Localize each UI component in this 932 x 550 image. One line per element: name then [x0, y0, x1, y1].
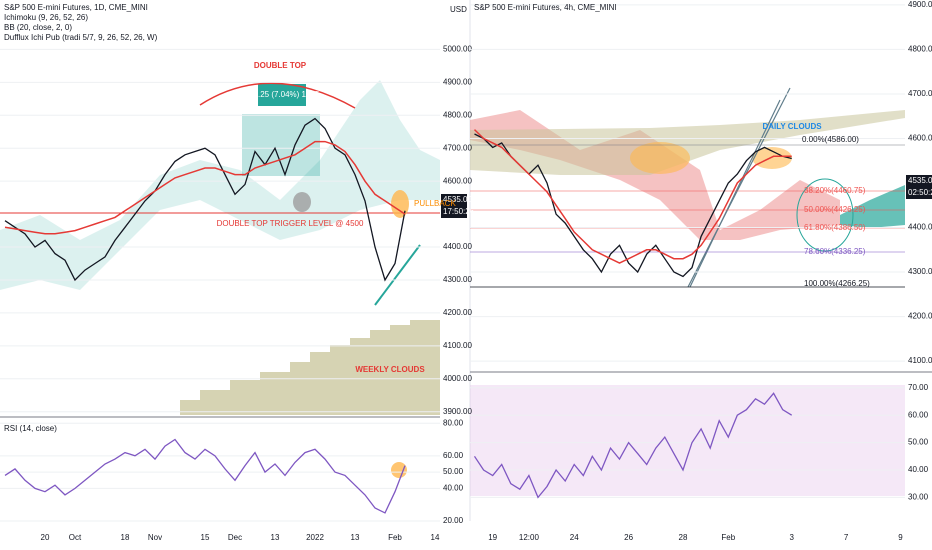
y-tick-label: 4900.00: [443, 77, 472, 86]
y-tick-label: 4600.00: [908, 134, 932, 143]
y-tick-label: 4700.00: [908, 89, 932, 98]
legend-line: Dufflux Ichi Pub (tradi 5/7, 9, 26, 52, …: [4, 33, 158, 42]
x-tick-label: 24: [570, 533, 579, 542]
price-tag: 02:50:27: [908, 188, 932, 197]
x-tick-label: 7: [844, 533, 849, 542]
annotation: 38.20%(4460.75): [804, 186, 866, 195]
annotation: 316.25 (7.04%) 1265: [245, 90, 320, 99]
y-tick-label: 5000.00: [443, 45, 472, 54]
daily-cloud: [470, 110, 905, 175]
y-tick-label: 4200.00: [908, 312, 932, 321]
annotation: DOUBLE TOP: [254, 61, 307, 70]
y-tick-label: 30.00: [908, 493, 929, 502]
annotation: 100.00%(4266.25): [804, 279, 870, 288]
y-tick-label: 60.00: [908, 410, 929, 419]
measure-label-bg: [258, 84, 306, 106]
x-tick-label: 20: [41, 533, 50, 542]
y-tick-label: 4100.00: [443, 341, 472, 350]
x-tick-label: 15: [201, 533, 210, 542]
x-tick-label: 14: [431, 533, 440, 542]
x-tick-label: Oct: [69, 533, 82, 542]
y-tick-label: 40.00: [443, 484, 464, 493]
y-tick-label: 70.00: [908, 383, 929, 392]
price-tag-bg: [906, 175, 932, 187]
marker: [630, 142, 690, 174]
x-tick-label: 13: [351, 533, 360, 542]
y-tick-label: 40.00: [908, 465, 929, 474]
marker: [391, 190, 409, 218]
weekly-cloud: [180, 320, 440, 415]
series-line: [473, 129, 792, 264]
y-tick-label: 50.00: [908, 438, 929, 447]
legend-line: Ichimoku (9, 26, 52, 26): [4, 13, 88, 22]
y-tick-label: 4400.00: [908, 223, 932, 232]
y-tick-label: 4700.00: [443, 143, 472, 152]
y-tick-label: 4200.00: [443, 308, 472, 317]
price-tag-bg: [441, 206, 467, 218]
circle: [796, 178, 854, 252]
annotation: 61.80%(4386.50): [804, 223, 866, 232]
double-top-arc: [199, 82, 356, 109]
rsi-band: [470, 385, 905, 496]
x-tick-label: 13: [271, 533, 280, 542]
x-tick-label: Feb: [721, 533, 735, 542]
annotation: 78.60%(4336.25): [804, 247, 866, 256]
x-tick-label: 2022: [306, 533, 324, 542]
series-line: [4, 438, 406, 514]
y-tick-label: 3900.00: [443, 407, 472, 416]
ichimoku-cloud: [0, 80, 440, 290]
y-tick-label: 20.00: [443, 516, 464, 525]
y-tick-label: 4400.00: [443, 242, 472, 251]
annotation: WEEKLY CLOUDS: [355, 365, 425, 374]
legend-line: S&P 500 E-mini Futures, 1D, CME_MINI: [4, 3, 148, 12]
y-tick-label: 4600.00: [443, 176, 472, 185]
currency: USD: [450, 5, 467, 14]
x-tick-label: Nov: [148, 533, 162, 542]
y-tick-label: 4100.00: [908, 356, 932, 365]
price-tag: 4535.00: [908, 176, 932, 185]
y-tick-label: 4900.00: [908, 0, 932, 9]
arrow: [374, 244, 421, 306]
x-tick-label: Dec: [228, 533, 242, 542]
legend-line: BB (20, close, 2, 0): [4, 23, 72, 32]
x-tick-label: 18: [121, 533, 130, 542]
y-tick-label: 4800.00: [443, 110, 472, 119]
price-tag-bg: [441, 194, 467, 206]
price-tag: 17:50:26: [443, 207, 475, 216]
annotation: DOUBLE TOP TRIGGER LEVEL @ 4500: [217, 219, 364, 228]
trendline: [687, 87, 791, 288]
trendline: [689, 99, 781, 288]
y-tick-label: 4300.00: [443, 275, 472, 284]
annotation: DAILY CLOUDS: [762, 122, 822, 131]
x-tick-label: Feb: [388, 533, 402, 542]
marker: [752, 147, 792, 169]
cloud: [840, 185, 905, 228]
y-tick-label: 4800.00: [908, 45, 932, 54]
pane-title: RSI (14, close): [4, 424, 57, 433]
series-line: [473, 392, 793, 499]
x-tick-label: 9: [898, 533, 903, 542]
legend-line: S&P 500 E-mini Futures, 4h, CME_MINI: [474, 3, 617, 12]
series-line: [4, 140, 406, 235]
x-tick-label: 28: [679, 533, 688, 542]
annotation: 50.00%(4426.25): [804, 205, 866, 214]
y-tick-label: 4300.00: [908, 267, 932, 276]
x-tick-label: 12:00: [519, 533, 540, 542]
marker: [391, 462, 407, 478]
x-tick-label: 3: [789, 533, 794, 542]
series-line: [4, 117, 406, 282]
decorations: [0, 0, 932, 521]
x-tick-label: 19: [488, 533, 497, 542]
y-tick-label: 50.00: [443, 467, 464, 476]
annotation: 0.00%(4586.00): [802, 135, 859, 144]
y-tick-label: 80.00: [443, 418, 464, 427]
price-tag-bg: [906, 187, 932, 199]
y-tick-label: 4000.00: [443, 374, 472, 383]
price-tag: 4535.00: [443, 195, 472, 204]
y-tick-label: 60.00: [443, 451, 464, 460]
annotation: PULLBACK: [414, 199, 456, 208]
x-tick-label: 26: [624, 533, 633, 542]
marker: [293, 192, 311, 212]
